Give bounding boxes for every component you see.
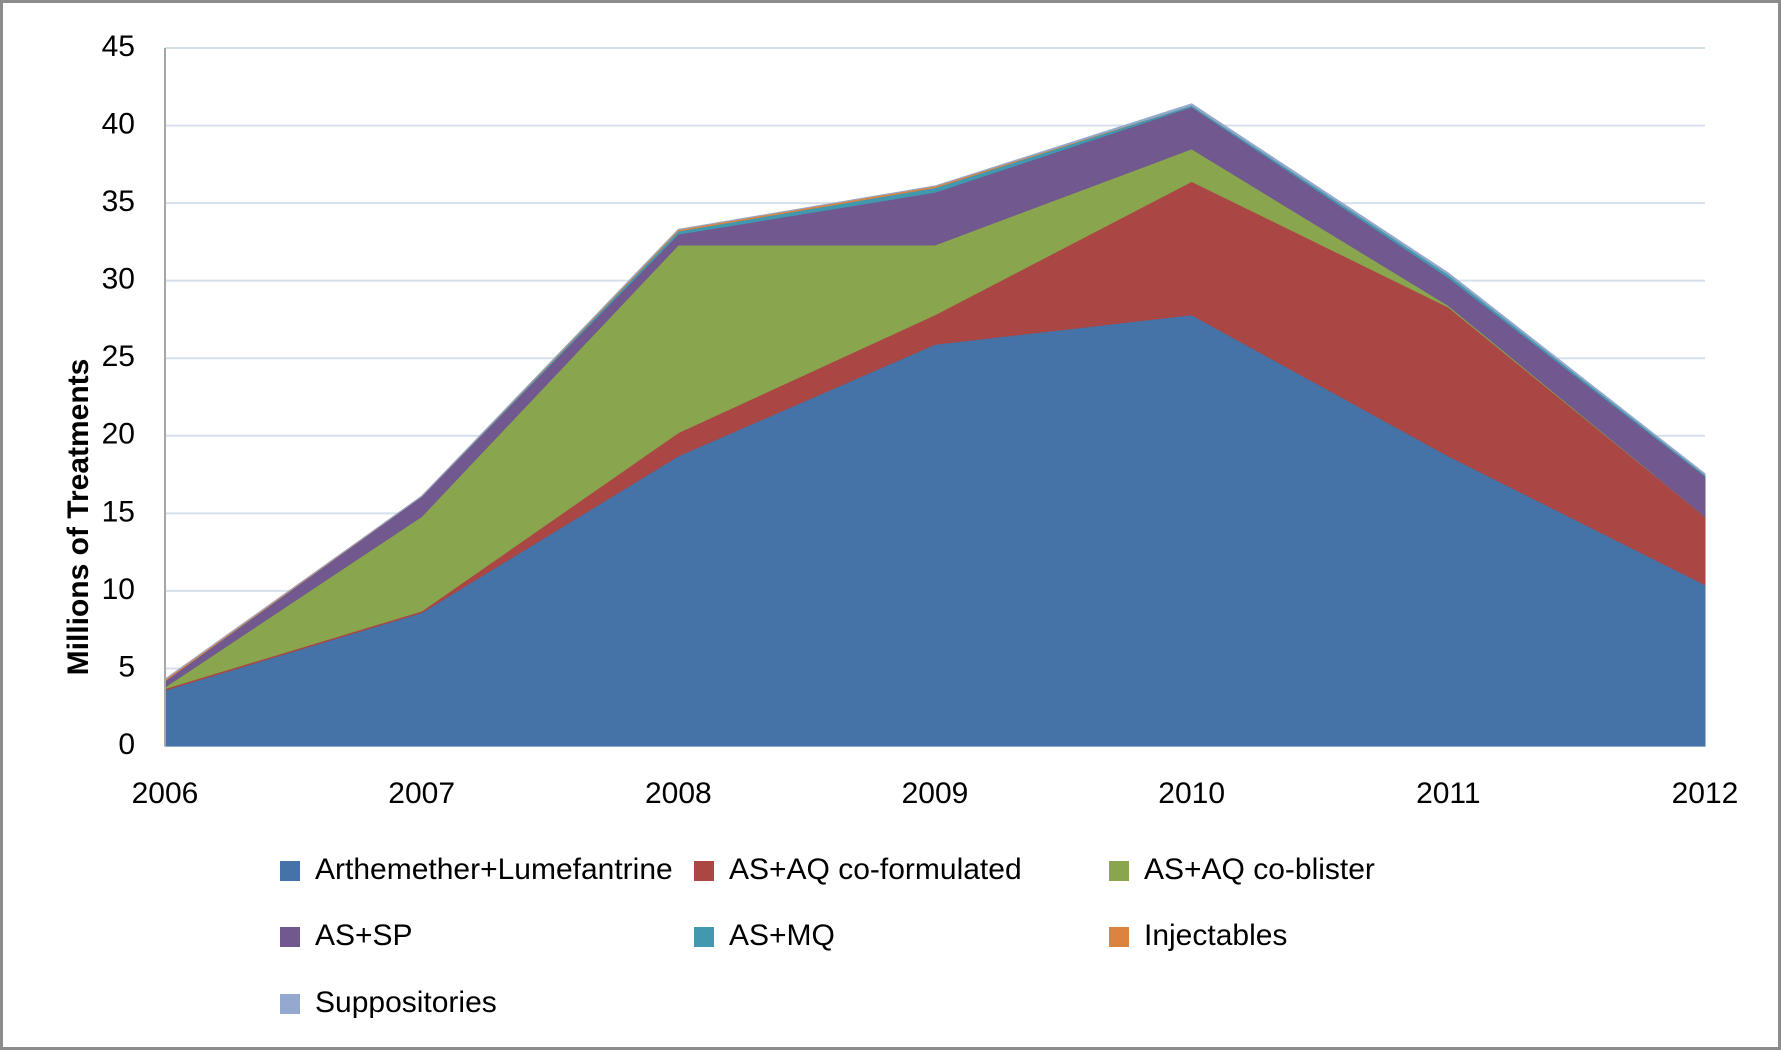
y-tick-label: 5: [118, 650, 135, 683]
legend-swatch: [694, 927, 714, 947]
y-tick-label: 15: [102, 495, 135, 528]
y-tick-label: 30: [102, 263, 135, 296]
legend-swatch: [280, 927, 300, 947]
y-axis-label: Millions of Treatments: [62, 359, 95, 676]
y-tick-label: 20: [102, 418, 135, 451]
x-tick-label: 2011: [1416, 777, 1481, 810]
x-tick-label: 2006: [132, 777, 199, 810]
y-tick-label: 10: [102, 573, 135, 606]
legend-swatch: [280, 994, 300, 1014]
legend-label: AS+AQ co-blister: [1144, 853, 1375, 886]
x-tick-label: 2010: [1158, 777, 1225, 810]
x-tick-label: 2012: [1672, 777, 1739, 810]
area: [164, 103, 1706, 680]
legend-swatch: [1109, 927, 1129, 947]
y-tick-label: 0: [118, 728, 135, 761]
y-tick-label: 40: [102, 107, 135, 140]
legend-label: AS+MQ: [729, 919, 835, 952]
legend-label: Arthemether+Lumefantrine: [315, 853, 673, 886]
y-tick-label: 35: [102, 185, 135, 218]
legend-label: Injectables: [1144, 919, 1287, 952]
x-tick-label: 2009: [902, 777, 969, 810]
legend-label: AS+AQ co-formulated: [729, 853, 1022, 886]
legend-swatch: [1109, 861, 1129, 881]
legend-label: Suppositories: [315, 986, 497, 1019]
y-tick-label: 25: [102, 340, 135, 373]
legend-label: AS+SP: [315, 919, 413, 952]
y-tick-label: 45: [102, 30, 135, 63]
x-tick-label: 2007: [388, 777, 455, 810]
x-tick-label: 2008: [645, 777, 712, 810]
legend-swatch: [280, 861, 300, 881]
legend-swatch: [694, 861, 714, 881]
